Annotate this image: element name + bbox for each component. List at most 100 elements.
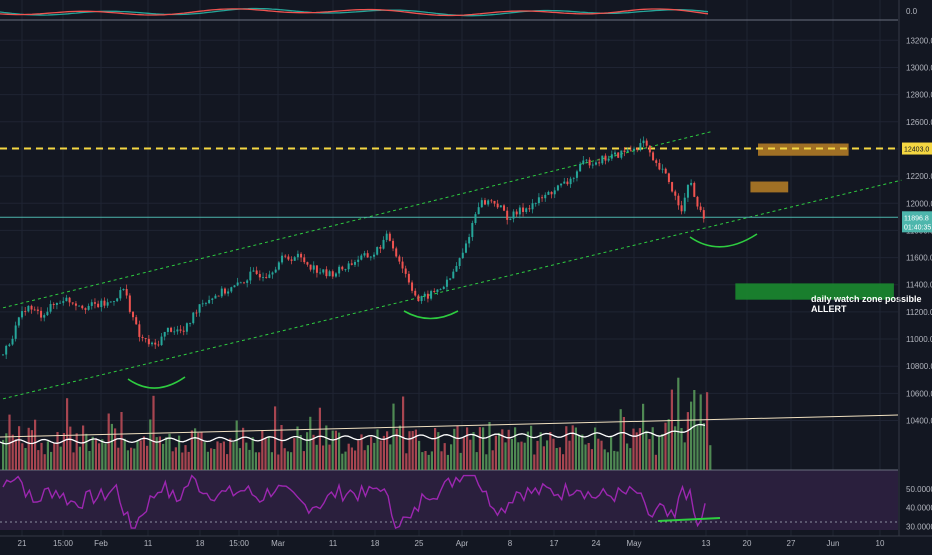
candle-body xyxy=(575,171,578,178)
volume-bar xyxy=(338,432,341,470)
candle-body xyxy=(112,301,115,302)
volume-bar xyxy=(40,442,43,470)
time-tick-label: Jun xyxy=(827,539,840,548)
time-tick-label: 25 xyxy=(415,539,424,548)
highlight-zone-1[interactable] xyxy=(758,143,849,156)
candle-body xyxy=(620,150,623,158)
candle-body xyxy=(65,297,68,302)
volume-bar xyxy=(267,436,270,470)
rsi-line xyxy=(2,474,706,530)
candle-body xyxy=(379,247,382,249)
volume-bar xyxy=(395,428,398,470)
volume-bar xyxy=(334,430,337,470)
highlight-zone-2[interactable] xyxy=(750,181,789,193)
candle-body xyxy=(360,255,363,260)
volume-bar xyxy=(667,419,670,470)
candle-body xyxy=(62,301,65,303)
highlight-zones[interactable] xyxy=(735,143,894,300)
horizontal-levels[interactable] xyxy=(0,147,898,218)
candle-body xyxy=(623,150,626,152)
candle-body xyxy=(185,323,188,332)
curve-annotation xyxy=(127,376,186,389)
volume-bar xyxy=(235,420,238,470)
volume-average-line xyxy=(0,423,706,445)
volume-bar xyxy=(434,428,437,470)
volume-bar xyxy=(686,412,689,470)
candle-body xyxy=(312,265,315,270)
volume-bar xyxy=(626,443,629,470)
volume-bar xyxy=(210,448,213,470)
candle-body xyxy=(363,253,366,256)
candle-body xyxy=(512,211,515,219)
volume-bar xyxy=(238,448,241,470)
candle-body xyxy=(8,344,11,346)
channel-lower-line[interactable] xyxy=(2,179,902,400)
price-badge-bg xyxy=(902,211,932,224)
volume-bar xyxy=(677,377,680,470)
candle-body xyxy=(246,280,249,283)
volume-bar xyxy=(309,416,312,470)
candle-body xyxy=(503,205,506,211)
candle-body xyxy=(525,208,528,212)
candle-body xyxy=(211,298,214,300)
highlight-zone-3[interactable] xyxy=(735,283,894,300)
price-badge-label: 12403.0 xyxy=(904,147,929,154)
candle-body xyxy=(338,266,341,274)
volume-bar xyxy=(155,437,158,470)
time-tick-label: May xyxy=(626,539,641,548)
candle-body xyxy=(189,323,192,324)
time-tick-label: 11 xyxy=(329,539,338,548)
volume-bar xyxy=(72,452,75,470)
volume-bar xyxy=(405,453,408,470)
candle-body xyxy=(144,337,147,339)
volume-bar xyxy=(123,438,126,470)
volume-bar xyxy=(251,437,254,470)
volume-bar xyxy=(610,437,613,470)
volume-bar xyxy=(638,428,641,470)
volume-bar xyxy=(245,442,248,470)
volume-bar xyxy=(37,450,40,470)
volume-bar xyxy=(533,454,536,470)
candle-body xyxy=(204,303,207,304)
candle-body xyxy=(100,300,103,308)
candle-body xyxy=(468,237,471,244)
candle-body xyxy=(556,185,559,191)
volume-bar xyxy=(674,426,677,470)
price-tick-label: 10400.0 xyxy=(906,417,932,426)
annotation-line-1: daily watch zone possible xyxy=(811,294,922,304)
trend-channel[interactable] xyxy=(2,130,902,400)
candle-body xyxy=(572,177,575,179)
volume-bar xyxy=(165,437,168,470)
candle-body xyxy=(699,206,702,211)
volume-bar xyxy=(242,427,245,470)
candle-body xyxy=(290,259,293,261)
time-tick-label: Feb xyxy=(94,539,108,548)
volume-bar xyxy=(82,425,85,470)
time-axis[interactable]: 21 15:00 Feb 11 18 15:00 Mar 11 18 25 Apr 8 17 24 May 1… xyxy=(0,535,932,548)
candle-body xyxy=(201,303,204,305)
volume-bar xyxy=(85,433,88,470)
price-tick-label: 11600.0 xyxy=(906,254,932,263)
price-tick-label: 13200.0 xyxy=(906,36,932,45)
volume-bar xyxy=(702,423,705,470)
candle-body xyxy=(11,338,14,345)
candle-body xyxy=(369,256,372,258)
volume-bar xyxy=(174,447,177,470)
candle-body xyxy=(293,257,296,261)
curve-annotations xyxy=(127,233,758,389)
volume-bar xyxy=(270,452,273,470)
channel-upper-line[interactable] xyxy=(2,130,713,309)
candle-body xyxy=(353,261,356,265)
candle-body xyxy=(452,271,455,279)
candle-body xyxy=(84,308,87,310)
volume-bar xyxy=(568,440,571,470)
volume-bar xyxy=(398,425,401,470)
candle-body xyxy=(236,282,239,286)
volume-bar xyxy=(27,427,30,470)
volume-bar xyxy=(75,433,78,470)
